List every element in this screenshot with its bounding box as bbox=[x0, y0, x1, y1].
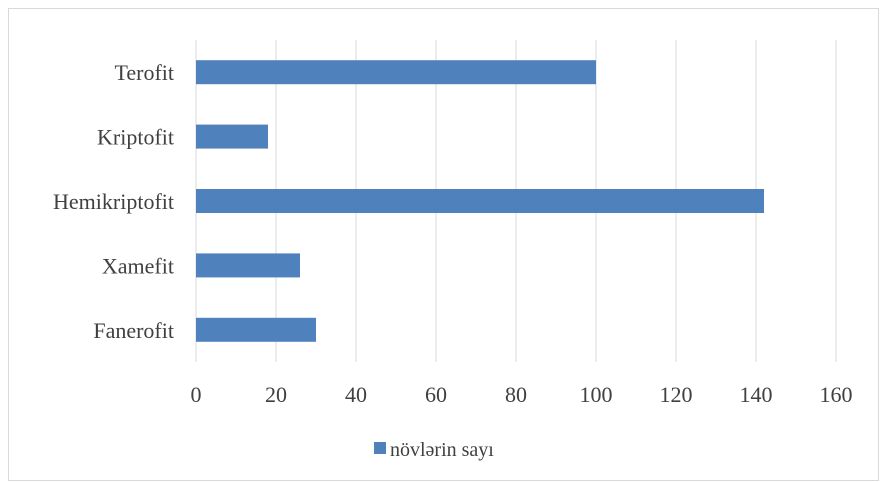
category-label-hemikriptofit: Hemikriptofit bbox=[53, 189, 174, 214]
bar-xamefit bbox=[196, 253, 300, 278]
x-tick-label: 20 bbox=[265, 382, 287, 407]
category-label-kriptofit: Kriptofit bbox=[97, 125, 174, 150]
bar-terofit bbox=[196, 60, 596, 85]
category-label-xamefit: Xamefit bbox=[102, 253, 174, 278]
bar-hemikriptofit bbox=[196, 189, 764, 213]
bar-fanerofit bbox=[196, 317, 316, 342]
x-tick-label: 160 bbox=[820, 382, 853, 407]
x-tick-label: 0 bbox=[191, 382, 202, 407]
legend: növlərin sayı bbox=[374, 439, 494, 461]
chart-frame bbox=[8, 8, 879, 481]
x-tick-label: 80 bbox=[505, 382, 527, 407]
x-tick-label: 140 bbox=[740, 382, 773, 407]
bars bbox=[196, 60, 764, 342]
category-label-terofit: Terofit bbox=[114, 60, 174, 85]
category-labels: Terofit Kriptofit Hemikriptofit Xamefit Fane… bbox=[53, 60, 174, 343]
x-tick-label: 60 bbox=[425, 382, 447, 407]
x-tick-label: 40 bbox=[345, 382, 367, 407]
legend-label: növlərin sayı bbox=[390, 439, 494, 461]
x-tick-label: 120 bbox=[660, 382, 693, 407]
bar-kriptofit bbox=[196, 124, 268, 149]
x-tick-labels: 0 20 40 60 80 100 120 140 160 bbox=[191, 382, 853, 407]
category-label-fanerofit: Fanerofit bbox=[93, 318, 174, 343]
legend-swatch bbox=[374, 442, 386, 454]
x-tick-label: 100 bbox=[580, 382, 613, 407]
